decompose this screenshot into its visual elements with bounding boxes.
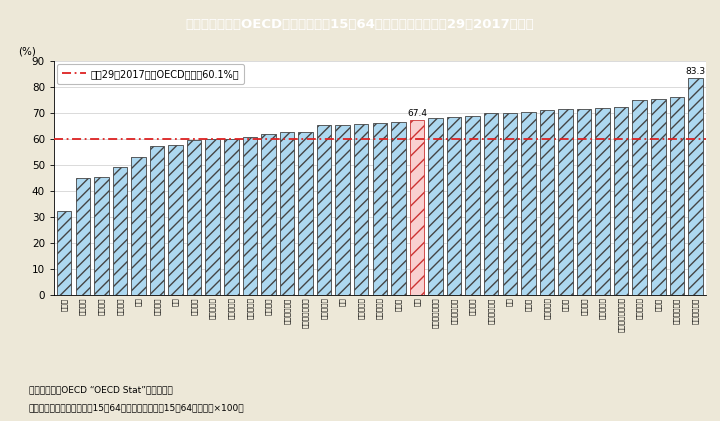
- Bar: [410, 120, 424, 295]
- Bar: [280, 133, 294, 295]
- Bar: [539, 110, 554, 295]
- Bar: [131, 157, 145, 295]
- Text: ２．就業率は，、15～64歳就業者数」／、15～64歳人口」×100。: ２．就業率は，、15～64歳就業者数」／、15～64歳人口」×100。: [29, 403, 244, 412]
- Bar: [187, 140, 202, 295]
- Bar: [391, 123, 405, 295]
- Legend: 平成29（2017）年OECD平均（60.1%）: 平成29（2017）年OECD平均（60.1%）: [57, 64, 244, 84]
- Text: (%): (%): [18, 46, 36, 56]
- Text: （備考）１．OECD “OECD Stat”より作成。: （備考）１．OECD “OECD Stat”より作成。: [29, 385, 173, 394]
- Text: 83.3: 83.3: [685, 67, 706, 76]
- Bar: [243, 137, 257, 295]
- Text: Ｉ－２－２図　OECD諸国の女性（15～64歳）の就業率（平成29（2017）年）: Ｉ－２－２図 OECD諸国の女性（15～64歳）の就業率（平成29（2017）年…: [186, 18, 534, 31]
- Bar: [577, 109, 591, 295]
- Bar: [670, 97, 684, 295]
- Text: 67.4: 67.4: [407, 109, 427, 117]
- Bar: [521, 112, 536, 295]
- Bar: [372, 123, 387, 295]
- Bar: [168, 145, 183, 295]
- Bar: [651, 99, 665, 295]
- Bar: [503, 113, 517, 295]
- Bar: [447, 117, 462, 295]
- Bar: [150, 146, 164, 295]
- Bar: [317, 125, 331, 295]
- Bar: [94, 177, 109, 295]
- Bar: [614, 107, 629, 295]
- Bar: [428, 118, 443, 295]
- Bar: [298, 132, 312, 295]
- Bar: [261, 134, 276, 295]
- Bar: [76, 179, 90, 295]
- Bar: [205, 139, 220, 295]
- Bar: [484, 113, 498, 295]
- Bar: [57, 211, 71, 295]
- Bar: [224, 139, 238, 295]
- Bar: [336, 125, 350, 295]
- Bar: [595, 108, 610, 295]
- Bar: [354, 124, 369, 295]
- Bar: [465, 116, 480, 295]
- Bar: [112, 167, 127, 295]
- Bar: [558, 109, 572, 295]
- Bar: [688, 78, 703, 295]
- Bar: [632, 100, 647, 295]
